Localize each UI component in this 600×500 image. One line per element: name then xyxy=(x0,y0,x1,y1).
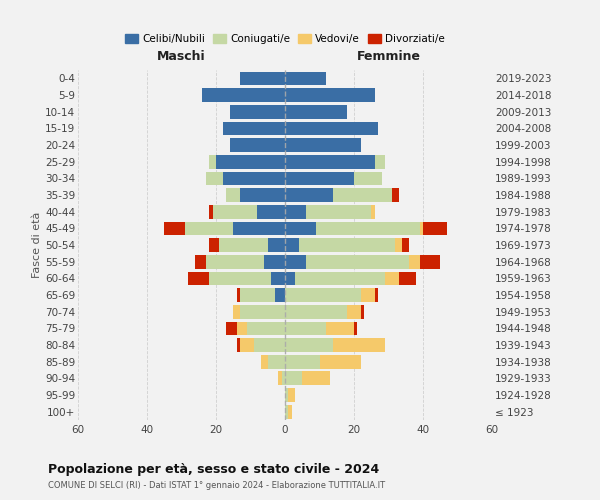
Bar xyxy=(285,372,302,385)
Bar xyxy=(347,305,361,318)
Bar xyxy=(361,288,374,302)
Bar xyxy=(240,338,254,352)
Bar xyxy=(223,172,285,185)
Bar xyxy=(233,222,285,235)
Bar xyxy=(285,188,334,202)
Bar xyxy=(265,255,285,268)
Bar xyxy=(237,288,240,302)
Bar xyxy=(326,322,354,335)
Bar xyxy=(237,338,240,352)
Bar xyxy=(361,305,364,318)
Bar xyxy=(206,255,265,268)
Bar xyxy=(216,155,285,168)
Bar xyxy=(275,288,285,302)
Bar xyxy=(289,388,295,402)
Bar xyxy=(271,272,285,285)
Bar xyxy=(306,255,409,268)
Bar xyxy=(209,272,271,285)
Bar xyxy=(240,288,275,302)
Bar xyxy=(196,255,206,268)
Bar xyxy=(409,255,419,268)
Bar xyxy=(285,172,354,185)
Bar xyxy=(164,222,185,235)
Bar xyxy=(185,222,233,235)
Bar xyxy=(254,338,285,352)
Bar xyxy=(209,155,216,168)
Bar xyxy=(419,222,423,235)
Bar xyxy=(285,88,374,102)
Bar xyxy=(285,338,334,352)
Bar xyxy=(285,272,295,285)
Bar xyxy=(285,238,299,252)
Bar xyxy=(285,288,361,302)
Bar xyxy=(268,355,285,368)
Bar xyxy=(285,405,289,418)
Y-axis label: Fasce di età: Fasce di età xyxy=(32,212,42,278)
Bar xyxy=(402,238,409,252)
Bar xyxy=(209,238,220,252)
Bar xyxy=(320,355,361,368)
Bar xyxy=(285,305,347,318)
Bar xyxy=(230,105,285,118)
Bar xyxy=(399,272,416,285)
Bar xyxy=(316,222,419,235)
Bar xyxy=(281,372,285,385)
Bar xyxy=(233,305,240,318)
Bar xyxy=(371,205,374,218)
Bar xyxy=(240,305,285,318)
Bar xyxy=(285,72,326,85)
Bar xyxy=(419,255,440,268)
Bar xyxy=(374,155,385,168)
Bar xyxy=(268,238,285,252)
Bar xyxy=(289,405,292,418)
Bar xyxy=(285,322,326,335)
Bar xyxy=(295,272,385,285)
Bar xyxy=(354,322,358,335)
Bar xyxy=(188,272,209,285)
Bar xyxy=(395,238,402,252)
Text: COMUNE DI SELCI (RI) - Dati ISTAT 1° gennaio 2024 - Elaborazione TUTTITALIA.IT: COMUNE DI SELCI (RI) - Dati ISTAT 1° gen… xyxy=(48,481,385,490)
Bar xyxy=(223,122,285,135)
Bar xyxy=(423,222,447,235)
Text: Maschi: Maschi xyxy=(157,50,206,63)
Bar xyxy=(299,238,395,252)
Bar xyxy=(374,288,378,302)
Bar xyxy=(209,205,212,218)
Text: Popolazione per età, sesso e stato civile - 2024: Popolazione per età, sesso e stato civil… xyxy=(48,462,379,475)
Bar xyxy=(257,205,285,218)
Bar xyxy=(334,188,392,202)
Bar xyxy=(285,122,378,135)
Bar xyxy=(285,222,316,235)
Bar xyxy=(302,372,330,385)
Bar xyxy=(237,322,247,335)
Bar xyxy=(247,322,285,335)
Bar xyxy=(285,255,306,268)
Legend: Celibi/Nubili, Coniugati/e, Vedovi/e, Divorziati/e: Celibi/Nubili, Coniugati/e, Vedovi/e, Di… xyxy=(121,30,449,48)
Text: Femmine: Femmine xyxy=(356,50,421,63)
Bar xyxy=(354,172,382,185)
Bar xyxy=(285,155,374,168)
Bar xyxy=(385,272,399,285)
Bar xyxy=(285,388,289,402)
Bar xyxy=(202,88,285,102)
Bar xyxy=(226,322,237,335)
Bar xyxy=(278,372,281,385)
Bar xyxy=(220,238,268,252)
Bar xyxy=(212,205,257,218)
Bar xyxy=(285,105,347,118)
Bar xyxy=(306,205,371,218)
Bar xyxy=(285,205,306,218)
Bar xyxy=(392,188,399,202)
Bar xyxy=(285,138,361,152)
Bar xyxy=(240,188,285,202)
Bar xyxy=(230,138,285,152)
Bar xyxy=(285,355,320,368)
Bar xyxy=(334,338,385,352)
Bar xyxy=(226,188,240,202)
Bar xyxy=(261,355,268,368)
Bar xyxy=(206,172,223,185)
Bar xyxy=(240,72,285,85)
